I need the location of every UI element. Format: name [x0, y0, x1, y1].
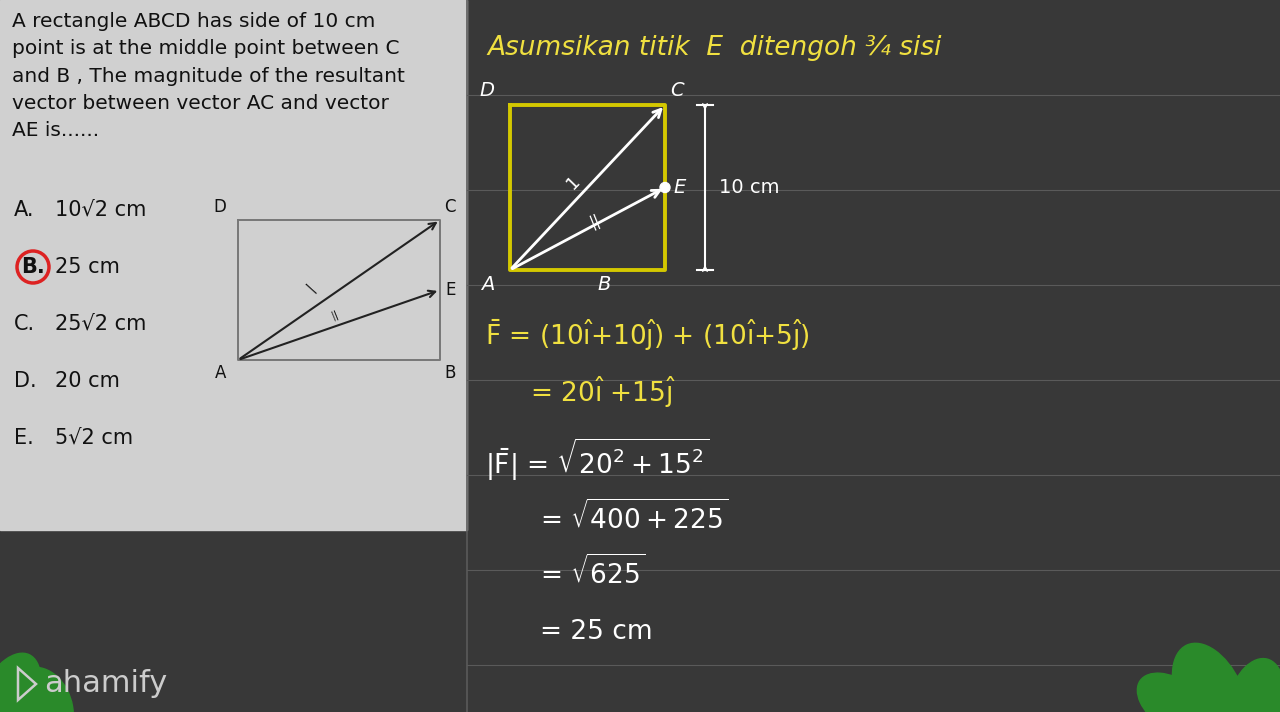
Text: B.: B.: [22, 257, 45, 277]
Text: ||: ||: [330, 309, 340, 321]
Text: 20 cm: 20 cm: [55, 371, 120, 391]
Text: 1: 1: [563, 172, 584, 192]
Text: |$\bar{\mathsf{F}}$| = $\sqrt{20^2 + 15^2}$: |$\bar{\mathsf{F}}$| = $\sqrt{20^2 + 15^…: [485, 436, 709, 483]
Text: D.: D.: [14, 371, 37, 391]
Text: C: C: [669, 81, 684, 100]
Text: Asumsikan titik  E  ditengoh ¾ sisi: Asumsikan titik E ditengoh ¾ sisi: [488, 35, 942, 61]
Text: E: E: [445, 281, 456, 299]
Circle shape: [660, 182, 669, 192]
Text: 10√2 cm: 10√2 cm: [55, 200, 146, 220]
Text: A: A: [480, 275, 494, 294]
Text: = 20$\hat{\mathsf{\imath}}$ +15$\hat{\mathsf{\jmath}}$: = 20$\hat{\mathsf{\imath}}$ +15$\hat{\ma…: [530, 375, 677, 409]
Text: 5√2 cm: 5√2 cm: [55, 428, 133, 448]
Text: = $\sqrt{625}$: = $\sqrt{625}$: [540, 555, 645, 590]
Text: C.: C.: [14, 314, 35, 334]
Text: ||: ||: [588, 213, 603, 231]
Ellipse shape: [3, 667, 73, 712]
Text: A: A: [215, 364, 227, 382]
Text: ahamify: ahamify: [44, 669, 168, 698]
Ellipse shape: [1138, 673, 1212, 712]
Text: B: B: [598, 275, 611, 294]
Text: A rectangle ABCD has side of 10 cm
point is at the middle point between C
and B : A rectangle ABCD has side of 10 cm point…: [12, 12, 404, 140]
Text: 25√2 cm: 25√2 cm: [55, 314, 146, 334]
Text: D: D: [479, 81, 494, 100]
Text: B: B: [444, 364, 456, 382]
Text: 10 cm: 10 cm: [719, 178, 780, 197]
Text: $\bar{\mathsf{F}}$ = (10$\hat{\mathsf{\imath}}$+10$\hat{\mathsf{\jmath}}$) + (10: $\bar{\mathsf{F}}$ = (10$\hat{\mathsf{\i…: [485, 318, 810, 352]
Ellipse shape: [0, 653, 41, 712]
Ellipse shape: [1226, 659, 1280, 712]
Ellipse shape: [1172, 644, 1248, 712]
Text: E: E: [673, 178, 685, 197]
Text: = $\sqrt{400+225}$: = $\sqrt{400+225}$: [540, 501, 728, 535]
Text: A.: A.: [14, 200, 35, 220]
Text: |: |: [303, 281, 317, 293]
Text: 25 cm: 25 cm: [55, 257, 120, 277]
Text: E.: E.: [14, 428, 33, 448]
Text: D: D: [214, 198, 227, 216]
Text: C: C: [444, 198, 456, 216]
Text: = 25 cm: = 25 cm: [540, 619, 653, 645]
Bar: [0, 0, 467, 530]
